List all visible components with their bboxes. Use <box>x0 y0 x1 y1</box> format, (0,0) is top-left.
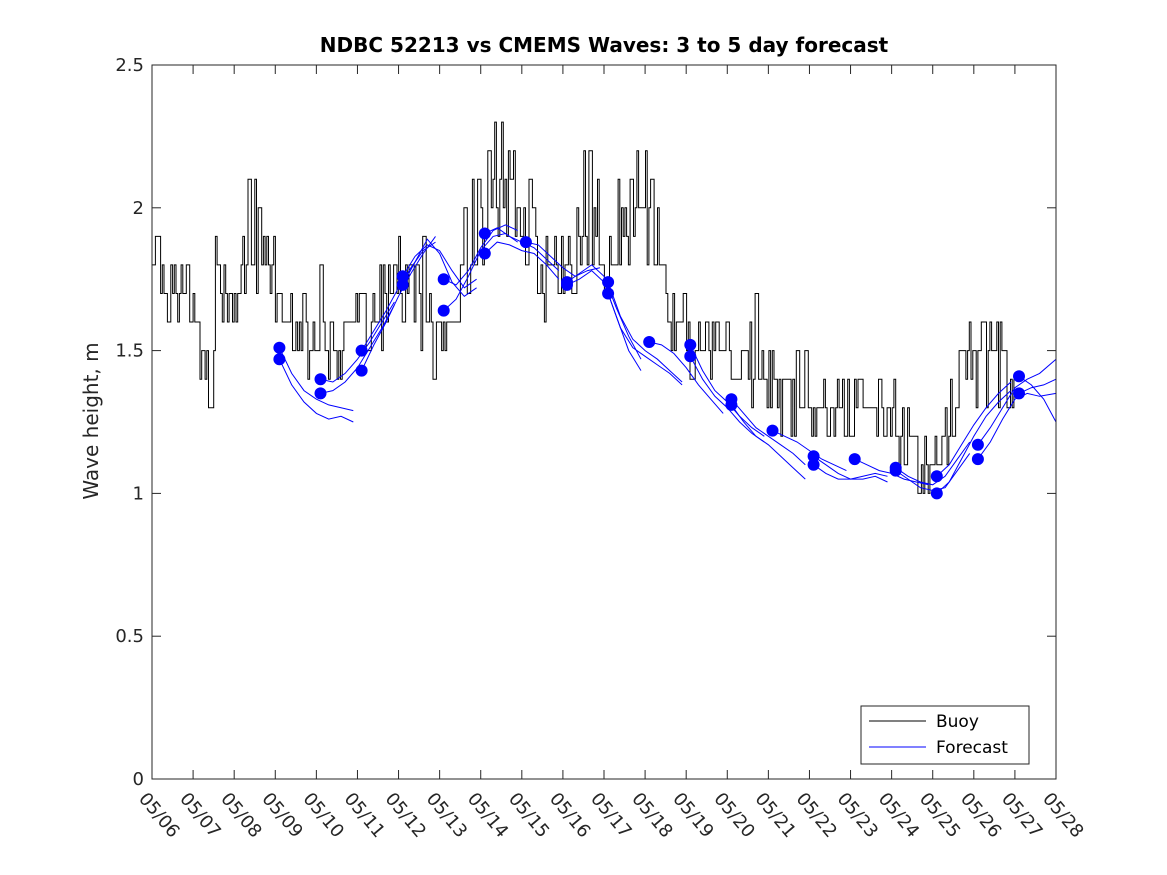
forecast-run-line <box>607 293 683 386</box>
forecast-start-marker <box>355 344 368 357</box>
forecast-start-marker <box>396 278 409 291</box>
forecast-run-line <box>772 430 847 472</box>
forecast-run-line <box>402 244 477 289</box>
y-tick-label: 0 <box>133 769 144 790</box>
forecast-start-marker <box>971 438 984 451</box>
forecast-start-marker <box>314 373 327 386</box>
forecast-run-line <box>1018 378 1057 394</box>
legend-buoy-label: Buoy <box>936 712 979 732</box>
buoy-series-line <box>152 121 1015 494</box>
forecast-start-marker <box>1013 387 1025 400</box>
forecast-run-line <box>402 238 477 297</box>
forecast-start-marker <box>519 236 532 249</box>
forecast-run-line <box>977 392 1057 460</box>
legend: Buoy Forecast <box>860 705 1030 765</box>
forecast-start-marker <box>684 350 697 363</box>
legend-box <box>860 705 1030 765</box>
forecast-run-line <box>730 404 806 480</box>
forecast-start-marker <box>437 304 450 317</box>
forecast-start-marker <box>314 387 327 400</box>
forecast-start-marker <box>602 276 615 289</box>
forecast-run-line <box>361 236 436 371</box>
forecast-start-marker <box>437 273 450 286</box>
forecast-start-marker <box>561 278 573 291</box>
forecast-run-line <box>936 390 1012 494</box>
forecast-run-line <box>936 381 1012 477</box>
forecast-run-line <box>813 464 888 483</box>
y-axis-label: Wave height, m <box>79 342 103 499</box>
forecast-run-line <box>977 358 1057 446</box>
forecast-start-marker <box>273 341 286 354</box>
forecast-run-line <box>278 358 354 423</box>
y-tick-label: 2 <box>133 198 144 219</box>
forecast-run-line <box>895 441 971 486</box>
plot-area <box>152 121 1057 500</box>
forecast-start-marker <box>684 338 697 351</box>
forecast-start-marker <box>971 453 984 466</box>
forecast-start-marker <box>643 336 656 348</box>
forecast-run-line <box>566 264 642 360</box>
forecast-run-line <box>443 224 518 286</box>
forecast-run-line <box>278 347 354 412</box>
forecast-start-marker <box>848 453 861 466</box>
forecast-run-line <box>320 301 395 383</box>
forecast-start-marker <box>766 424 779 437</box>
forecast-start-marker <box>807 458 820 471</box>
forecast-start-marker <box>396 270 409 283</box>
forecast-start-marker <box>602 287 615 300</box>
forecast-start-marker <box>478 247 491 260</box>
forecast-start-marker <box>725 398 738 411</box>
forecast-start-marker <box>1013 370 1025 383</box>
legend-forecast-label: Forecast <box>936 738 1008 758</box>
chart-title: NDBC 52213 vs CMEMS Waves: 3 to 5 day fo… <box>320 33 889 57</box>
y-tick-label: 2.5 <box>115 55 144 76</box>
forecast-run-line <box>607 281 683 383</box>
forecast-start-marker <box>273 353 286 366</box>
forecast-start-marker <box>355 364 368 377</box>
forecast-run-line <box>731 398 806 466</box>
y-tick-label: 1 <box>133 483 144 504</box>
y-tick-label: 0.5 <box>115 626 144 647</box>
forecast-start-marker <box>889 464 902 477</box>
forecast-run-line <box>649 341 724 414</box>
forecast-start-marker <box>930 487 943 500</box>
forecast-run-line <box>484 241 560 280</box>
y-tick-label: 1.5 <box>115 341 144 362</box>
forecast-run-line <box>525 241 601 277</box>
forecast-start-marker <box>807 450 820 463</box>
forecast-run-line <box>1018 375 1057 423</box>
forecast-start-marker <box>930 470 943 483</box>
forecast-start-marker <box>478 227 491 240</box>
